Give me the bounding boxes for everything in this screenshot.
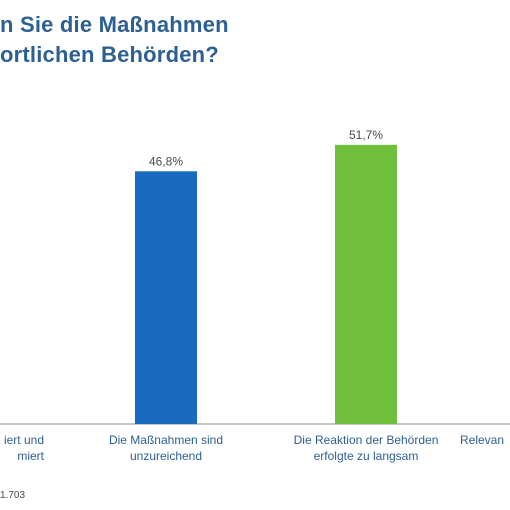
data-label-1: 46,8%: [149, 154, 183, 168]
category-label-0-line-1: miert: [17, 449, 44, 463]
category-label-1-line-1: unzureichend: [130, 449, 202, 463]
chart-title-line-2: ortlichen Behörden?: [0, 42, 219, 67]
labels-layer: iert und miert 46,8% Die Maßnahmen sind unzu…: [4, 128, 504, 463]
bar-2: [335, 144, 397, 424]
category-label-1-line-0: Die Maßnahmen sind: [109, 433, 223, 447]
chart-title-line-1: n Sie die Maßnahmen: [0, 12, 229, 37]
category-label-2-line-1: erfolgte zu langsam: [314, 449, 419, 463]
category-label-0-line-0: iert und: [4, 433, 44, 447]
footnote: 1.703: [0, 490, 26, 501]
bar-1: [135, 171, 197, 424]
category-label-2-line-0: Die Reaktion der Behörden: [294, 433, 439, 447]
data-label-2: 51,7%: [349, 128, 383, 142]
category-label-3-line-0: Relevan: [460, 433, 504, 447]
bars-layer: [135, 144, 397, 424]
